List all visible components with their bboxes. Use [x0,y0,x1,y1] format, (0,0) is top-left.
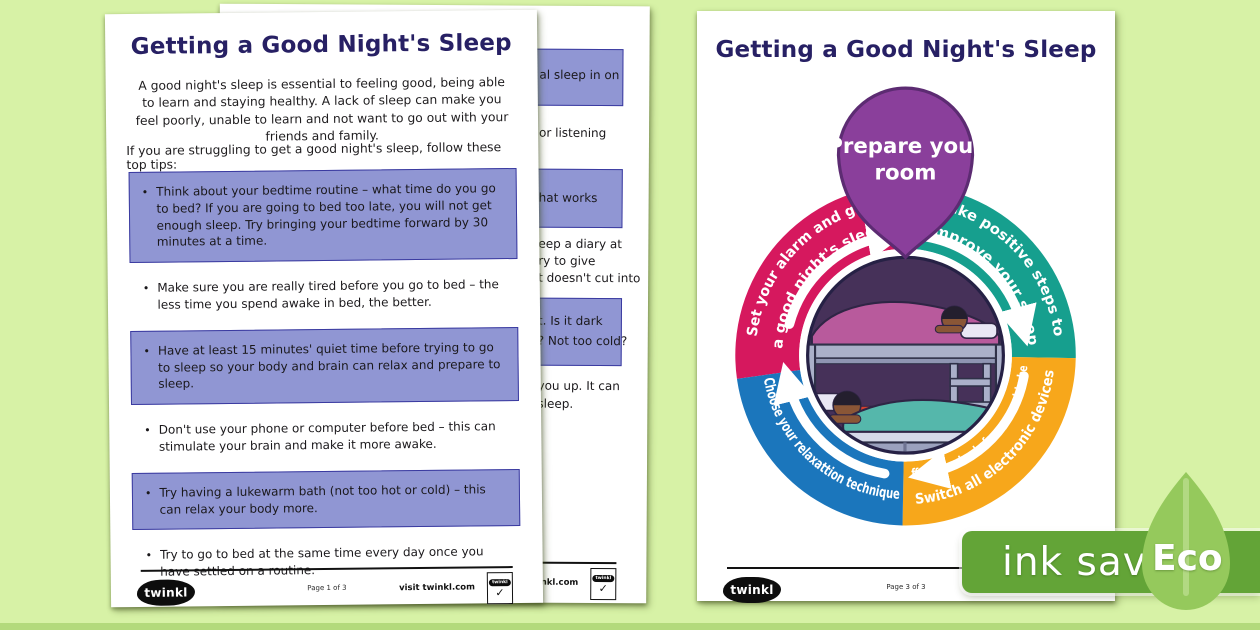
checkmark-icon: ✓ [495,585,505,599]
preview-page-1: Getting a Good Night's Sleep A good nigh… [104,9,544,608]
visit-twinkl-label: visit twinkl.com [399,582,475,594]
flow-arrow-icon [773,361,890,479]
balloon-label: room [875,161,937,186]
page-title: Getting a Good Night's Sleep [715,37,1097,63]
bullet-icon [143,343,150,393]
fragment-text: eep a diary at [538,236,622,252]
flow-arrow-icon [784,219,908,329]
twinkl-logo-icon: twinkl [592,574,615,582]
tip-item: Don't use your phone or computer before … [131,417,519,457]
preview-page-3: Getting a Good Night's Sleep Set your [682,11,1115,603]
tips-intro: If you are struggling to get a good nigh… [126,140,502,173]
flow-arrow-icon [908,371,1029,489]
balloon-label: Prepare your [827,134,984,159]
tip-text: Don't use your phone or computer before … [158,419,496,454]
fragment-text: hat works [538,190,598,206]
page-number-label: Page 3 of 3 [886,583,926,591]
twinkl-quality-badge: twinkl ✓ [590,567,617,601]
fragment-text: t. Is it dark [537,313,603,329]
fragment-text: sleep. [537,396,574,411]
fragment-text: al sleep in on [539,67,620,83]
eco-leaf-icon [1142,472,1230,610]
twinkl-quality-badge: twinkl ✓ [486,572,514,605]
tip-item-highlighted: Think about your bedtime routine – what … [128,167,518,264]
twinkl-logo-icon: twinkl [489,578,511,586]
tip-text: Have at least 15 minutes' quiet time bef… [157,340,501,392]
prepare-room-balloon [836,86,975,260]
segment-set-your-alarm [735,184,906,379]
tip-item: Try to go to bed at the same time every … [132,542,520,582]
tips-list: Think about your bedtime routine – what … [128,167,521,598]
flow-arrow-icon [921,231,1037,347]
bullet-icon [145,547,152,581]
tip-text: Try to go to bed at the same time every … [159,544,484,579]
tip-text: Try having a lukewarm bath (not too hot … [159,482,486,517]
checkmark-icon: ✓ [598,581,608,595]
eco-label: Eco [1152,538,1223,579]
fragment-text: t doesn't cut into [538,270,641,286]
twinkl-logo: twinkl [723,577,781,603]
tip-item: Make sure you are really tired before yo… [130,275,518,315]
tip-text: Make sure you are really tired before yo… [157,277,499,312]
bottom-border-strip [0,623,1260,630]
fragment-text: ? Not too cold? [537,333,628,349]
page-title: Getting a Good Night's Sleep [130,30,512,61]
footer-divider [727,567,1085,569]
tip-item-highlighted: Have at least 15 minutes' quiet time bef… [130,326,519,406]
segment-relaxation [736,369,904,526]
tip-text: Think about your bedtime routine – what … [156,181,496,250]
bullet-icon [145,485,152,519]
sleep-cycle-diagram: Set your alarm and get a good night's sl… [682,36,1076,526]
bunk-bed-illustration [807,257,1004,454]
fragment-text: you up. It can [537,378,620,394]
bullet-icon [142,184,149,251]
fragment-text: or listening [539,125,607,141]
fragment-text: ry to give [538,253,596,268]
bullet-icon [144,422,151,456]
bullet-icon [143,280,150,314]
intro-paragraph: A good night's sleep is essential to fee… [135,75,509,144]
tip-item-highlighted: Try having a lukewarm bath (not too hot … [131,468,521,531]
